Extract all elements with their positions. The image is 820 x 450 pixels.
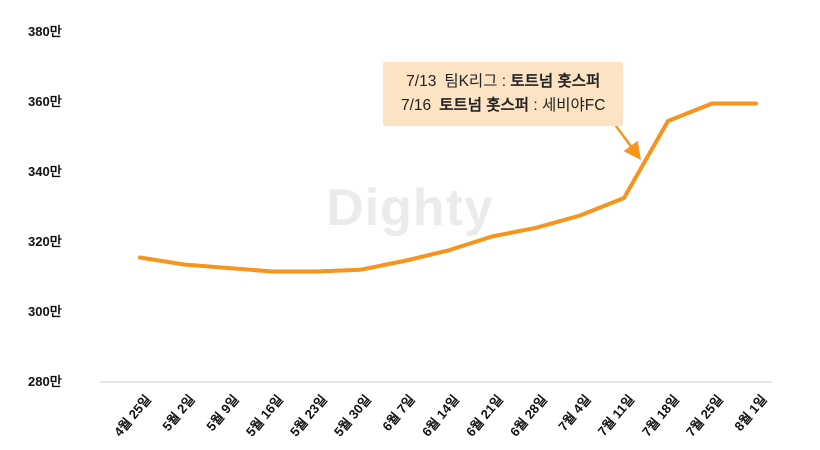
annotation-date-1: 7/13 — [406, 73, 437, 90]
annotation-team-2: 토트넘 홋스퍼 — [439, 97, 530, 115]
y-axis-label: 360만 — [28, 94, 62, 109]
watermark: Dighty — [326, 179, 494, 237]
annotation-box: 7/13 팀K리그 : 토트넘 홋스퍼 7/16 토트넘 홋스퍼 : 세비야FC — [383, 62, 624, 127]
annotation-team-1: 토트넘 홋스퍼 — [510, 73, 601, 90]
y-axis-label: 280만 — [28, 374, 62, 389]
annotation-text-1: 팀K리그 : — [444, 73, 511, 90]
line-series — [138, 101, 758, 274]
y-axis-label: 380만 — [28, 24, 62, 39]
y-axis-label: 300만 — [28, 304, 62, 319]
annotation-line-1: 7/13 팀K리그 : 토트넘 홋스퍼 — [401, 70, 605, 94]
y-axis-label: 340만 — [28, 164, 62, 179]
annotation-date-2: 7/16 — [401, 97, 432, 115]
y-axis-label: 320만 — [28, 234, 62, 249]
annotation-text-2: : 세비야FC — [529, 97, 606, 115]
annotation-line-2: 7/16 토트넘 홋스퍼 : 세비야FC — [401, 94, 605, 118]
